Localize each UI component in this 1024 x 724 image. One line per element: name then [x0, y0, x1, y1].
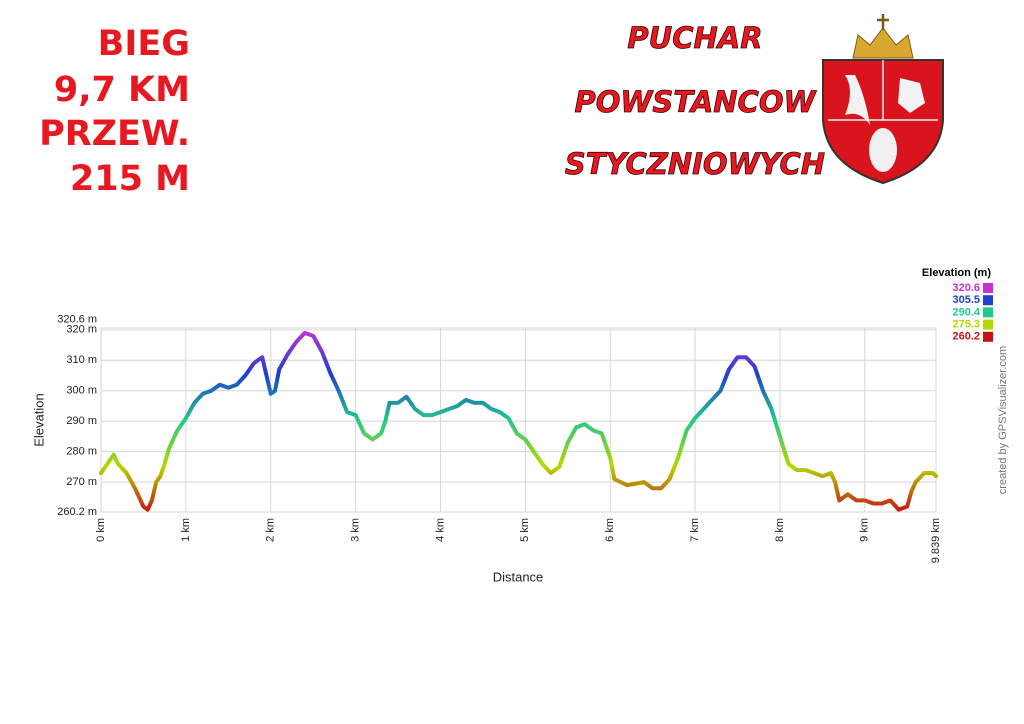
- legend-title: Elevation (m): [922, 267, 991, 279]
- x-tick-label: 5 km: [519, 518, 531, 542]
- title-line: PUCHAR: [627, 21, 762, 55]
- legend-label: 275.3: [952, 319, 980, 331]
- plot-area: [100, 327, 937, 513]
- y-tick-label: 260.2 m: [57, 506, 97, 518]
- credit: created by GPSVisualizer.com: [997, 346, 1009, 494]
- x-tick-label: 4 km: [434, 518, 446, 542]
- x-tick-label: 6 km: [604, 518, 616, 542]
- y-tick-label: 320 m: [66, 324, 97, 336]
- x-tick-label: 7 km: [689, 518, 701, 542]
- title-line: STYCZNIOWYCH: [565, 147, 825, 181]
- x-tick-label: 0 km: [95, 518, 107, 542]
- header-line: 215 M: [70, 159, 190, 199]
- x-axis-label: Distance: [493, 569, 544, 584]
- legend-swatch: [983, 283, 993, 293]
- y-tick-label: 270 m: [66, 476, 97, 488]
- legend-swatch: [983, 295, 993, 306]
- legend-swatch: [983, 319, 993, 330]
- y-tick-label: 280 m: [66, 446, 97, 458]
- y-tick-label: 310 m: [66, 354, 97, 366]
- legend-label: 290.4: [952, 306, 980, 318]
- x-tick-label: 9.839 km: [930, 518, 942, 563]
- x-tick-label: 1 km: [180, 518, 192, 542]
- coat-of-arms: [822, 14, 944, 185]
- legend-label: 320.6: [952, 282, 980, 294]
- legend-swatch: [983, 307, 993, 318]
- y-tick-label: 300 m: [66, 385, 97, 397]
- header-line: PRZEW.: [39, 114, 190, 154]
- x-tick-label: 2 km: [265, 518, 277, 542]
- x-tick-label: 8 km: [774, 518, 786, 542]
- x-tick-label: 9 km: [859, 518, 871, 542]
- header-line: 9,7 KM: [54, 70, 190, 110]
- legend-swatch: [983, 331, 993, 342]
- y-axis-label: Elevation: [31, 393, 46, 446]
- y-tick-label: 290 m: [66, 415, 97, 427]
- title-line: POWSTANCOW: [575, 85, 818, 119]
- elevation-line: [99, 330, 938, 512]
- x-tick-label: 3 km: [350, 518, 362, 542]
- header-line: BIEG: [98, 24, 190, 64]
- y-tick-label: 320.6 m: [57, 314, 97, 326]
- legend-label: 260.2: [952, 331, 980, 343]
- legend-label: 305.5: [952, 294, 980, 306]
